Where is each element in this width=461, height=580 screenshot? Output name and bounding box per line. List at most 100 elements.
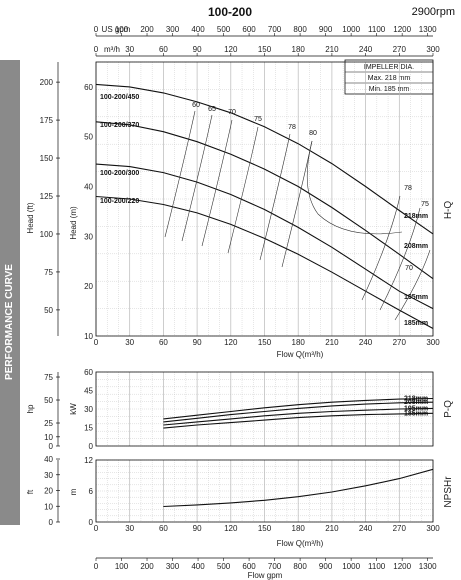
bottom-gpm-unit: Flow gpm: [248, 571, 283, 580]
efficiency-contour: [361, 195, 401, 301]
top-gpm-label: 500: [217, 25, 231, 34]
x-tick-label: 120: [224, 338, 238, 347]
impeller-diameter-label: 195mm: [404, 294, 428, 301]
x-tick-label: 300: [426, 338, 440, 347]
series-line: [95, 83, 434, 235]
power-series-label: 208mm: [404, 399, 428, 406]
efficiency-label: 78: [404, 185, 412, 192]
y-tick-ft: 75: [44, 268, 53, 277]
ylabel-npsh-m: m: [69, 488, 78, 495]
bottom-gpm-label: 900: [319, 562, 333, 571]
chart-title: 100-200: [208, 5, 252, 19]
x-tick-label: 150: [258, 338, 272, 347]
power-series-label: 185mm: [404, 410, 428, 417]
impeller-box-header: IMPELLER DIA.: [364, 64, 414, 71]
ylabel-ft: Head (ft): [26, 202, 35, 233]
y-tick-m: 50: [84, 133, 93, 142]
bottom-gpm-label: 200: [140, 562, 154, 571]
y-tick-kw: 0: [89, 442, 94, 451]
x-tick-label: 90: [193, 338, 202, 347]
power-series-label: 195mm: [404, 405, 428, 412]
ylabel-hp: hp: [26, 404, 35, 413]
y-tick-npsh-m: 12: [84, 456, 93, 465]
x-tick-label: 60: [159, 338, 168, 347]
x-tick-label: 240: [359, 524, 373, 533]
bottom-gpm-label: 1000: [342, 562, 360, 571]
plot-frame: [95, 459, 434, 523]
power-series-label: 218mm: [404, 396, 428, 403]
efficiency-label: 70: [405, 265, 413, 272]
top-m3h-label: 60: [159, 45, 168, 54]
x-tick-label: 30: [125, 524, 134, 533]
plot-frame: [95, 371, 434, 447]
top-m3h-label: 180: [292, 45, 306, 54]
x-tick-label: 300: [426, 524, 440, 533]
y-tick-m: 30: [84, 232, 93, 241]
top-m3h-label: 240: [359, 45, 373, 54]
x-tick-label: 120: [224, 524, 238, 533]
efficiency-contour: [181, 114, 213, 242]
top-gpm-label: 400: [191, 25, 205, 34]
top-gpm-label: 100: [115, 25, 129, 34]
y-tick-ft: 100: [40, 230, 54, 239]
impeller-box-min: Min. 185 mm: [369, 86, 410, 93]
sidebar-band: [0, 60, 20, 525]
bottom-gpm-label: 100: [115, 562, 129, 571]
top-m3h-unit: m³/h: [104, 45, 120, 54]
y-tick-kw: 30: [84, 405, 93, 414]
x-tick-label: 210: [325, 524, 339, 533]
efficiency-contour: [306, 140, 403, 235]
y-tick-m: 40: [84, 183, 93, 192]
efficiency-contour: [164, 110, 196, 238]
xlabel-hq: Flow Q(m³/h): [277, 350, 324, 359]
top-gpm-label: 700: [268, 25, 282, 34]
efficiency-label: 75: [254, 116, 262, 123]
efficiency-contour: [227, 126, 259, 254]
top-gpm-label: 600: [242, 25, 256, 34]
speed-label: 2900rpm: [412, 6, 455, 18]
top-m3h-label: 120: [224, 45, 238, 54]
impeller-diameter-label: 185mm: [404, 320, 428, 327]
bottom-gpm-label: 1300: [419, 562, 437, 571]
series-line: [163, 397, 434, 420]
bottom-gpm-label: 1200: [393, 562, 411, 571]
y-tick-npsh-m: 6: [89, 487, 94, 496]
x-tick-label: 210: [325, 338, 339, 347]
impeller-box-max: Max. 218 mm: [368, 75, 411, 82]
efficiency-label: 78: [288, 124, 296, 131]
y-tick-npsh-ft: 30: [44, 471, 53, 480]
series-label: 100-200/300: [100, 170, 139, 177]
series-line: [95, 121, 434, 280]
series-label: 100-200/370: [100, 122, 139, 129]
plot-frame: [95, 61, 434, 337]
sidebar-label: PERFORMANCE CURVE: [4, 264, 15, 380]
hq-side-tag: H-Q: [443, 201, 454, 220]
top-gpm-label: 1300: [419, 25, 437, 34]
efficiency-contour: [379, 207, 421, 311]
y-tick-ft: 200: [40, 78, 54, 87]
efficiency-label: 65: [208, 106, 216, 113]
series-line: [163, 468, 434, 508]
top-gpm-label: 1100: [368, 25, 386, 34]
curve-layer: [95, 83, 434, 508]
grid-layer: [95, 61, 434, 523]
top-m3h-label: 30: [125, 45, 134, 54]
y-tick-hp: 10: [44, 433, 53, 442]
y-tick-ft: 50: [44, 306, 53, 315]
x-tick-label: 150: [258, 524, 272, 533]
top-gpm-label: 300: [166, 25, 180, 34]
top-gpm-label: 200: [140, 25, 154, 34]
y-tick-kw: 60: [84, 368, 93, 377]
y-tick-npsh-ft: 10: [44, 502, 53, 511]
y-tick-hp: 50: [44, 396, 53, 405]
bottom-gpm-label: 600: [242, 562, 256, 571]
series-line: [163, 412, 434, 429]
y-tick-hp: 25: [44, 419, 53, 428]
top-m3h-label: 270: [393, 45, 407, 54]
bottom-gpm-label: 500: [217, 562, 231, 571]
pq-side-tag: P-Q: [443, 400, 454, 418]
top-m3h-label: 90: [193, 45, 202, 54]
series-label: 100-200/220: [100, 198, 139, 205]
xlabel-npsh: Flow Q(m³/h): [277, 539, 324, 548]
